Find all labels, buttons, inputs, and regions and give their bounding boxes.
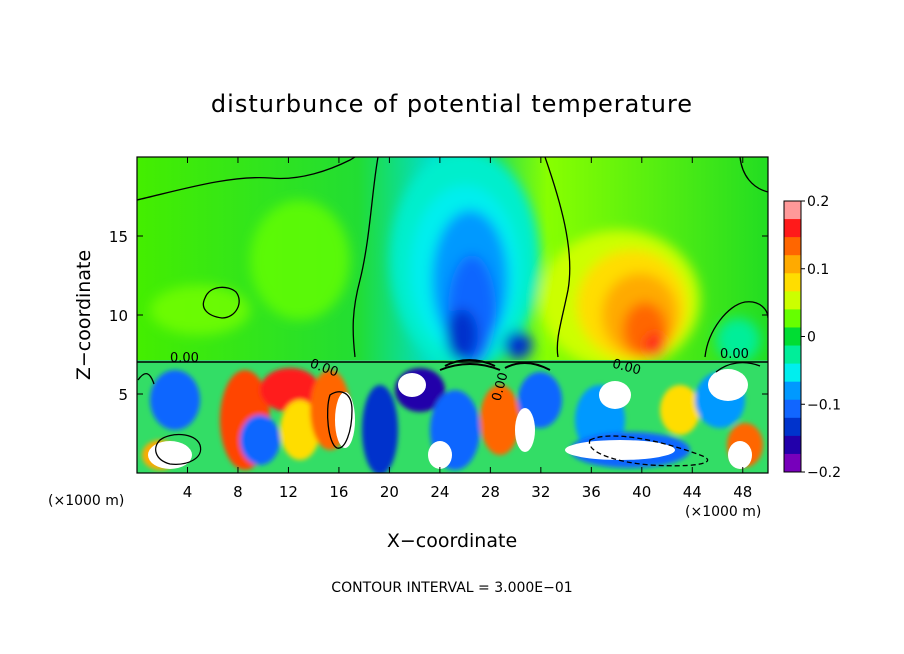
saturated-patch: [428, 441, 452, 469]
x-axis-label: X−coordinate: [387, 530, 517, 552]
x-tick-label: 40: [632, 483, 651, 501]
contour-label: 0.00: [490, 371, 512, 403]
x-tick-label: 44: [683, 483, 702, 501]
colorbar-tick-label: 0.1: [807, 262, 829, 278]
colorbar-swatch: [784, 327, 801, 347]
saturated-patch: [335, 392, 355, 448]
colorbar-swatch: [784, 237, 801, 256]
saturated-patch: [565, 440, 675, 460]
x-unit-left: (×1000 m): [48, 493, 124, 509]
colorbar-tick-label: −0.1: [807, 397, 841, 413]
y-tick-label: 15: [109, 228, 128, 246]
y-tick-label: 5: [118, 386, 128, 404]
colorbar-ticks: 0.2 0.1 0 −0.1 −0.2: [801, 194, 841, 481]
colorbar-swatch: [784, 417, 801, 437]
x-tick-label: 32: [531, 483, 550, 501]
colorbar: [783, 200, 802, 473]
upper-layer: [137, 157, 768, 370]
colorbar-tick-label: 0: [807, 330, 816, 346]
colorbar-swatch: [784, 453, 801, 473]
x-tick-label: 36: [582, 483, 601, 501]
x-tick-label: 20: [380, 483, 399, 501]
x-tick-label: 8: [233, 483, 243, 501]
colorbar-swatch: [784, 345, 801, 365]
y-axis-label: Z−coordinate: [73, 250, 95, 380]
colorbar-tick-label: 0.2: [807, 194, 829, 210]
lower-layer: [137, 360, 768, 473]
saturated-patch: [148, 441, 192, 469]
saturated-patch: [515, 408, 535, 452]
colorbar-swatch: [784, 309, 801, 328]
colorbar-swatch: [784, 435, 801, 455]
y-axis: 5 10 15: [109, 228, 768, 404]
saturated-patch: [599, 381, 631, 409]
colorbar-swatch: [784, 381, 801, 401]
x-unit-right: (×1000 m): [685, 504, 761, 520]
x-tick-label: 4: [183, 483, 193, 501]
colorbar-swatch: [784, 273, 801, 292]
colorbar-swatch: [784, 255, 801, 274]
saturated-patch: [708, 369, 748, 401]
chart-title: disturbunce of potential temperature: [211, 90, 693, 118]
x-tick-label: 48: [733, 483, 752, 501]
x-tick-label: 28: [481, 483, 500, 501]
x-axis: 4 8 12 16 20 24 28 32 36 40 44 48: [183, 157, 752, 501]
contour-label: 0.00: [720, 347, 749, 362]
x-tick-label: 12: [279, 483, 298, 501]
saturated-patch: [398, 373, 426, 397]
colorbar-swatch: [784, 219, 801, 238]
colorbar-swatch: [784, 201, 801, 220]
contour-label: 0.00: [170, 351, 199, 366]
contour-label-group: 0.00 0.00 0.00 0.00 0.00: [170, 347, 749, 403]
contour-lines: [137, 157, 768, 467]
x-tick-label: 24: [430, 483, 449, 501]
colorbar-tick-label: −0.2: [807, 465, 841, 481]
contour-label: 0.00: [611, 357, 643, 379]
colorbar-swatch: [784, 399, 801, 419]
heatmap-field: 0.00 0.00 0.00 0.00 0.00: [137, 157, 768, 473]
contour-interval-note: CONTOUR INTERVAL = 3.000E−01: [331, 580, 572, 596]
colorbar-swatch: [784, 363, 801, 383]
colorbar-swatch: [784, 291, 801, 310]
saturated-patch: [728, 441, 752, 469]
y-tick-label: 10: [109, 307, 128, 325]
x-tick-label: 16: [329, 483, 348, 501]
